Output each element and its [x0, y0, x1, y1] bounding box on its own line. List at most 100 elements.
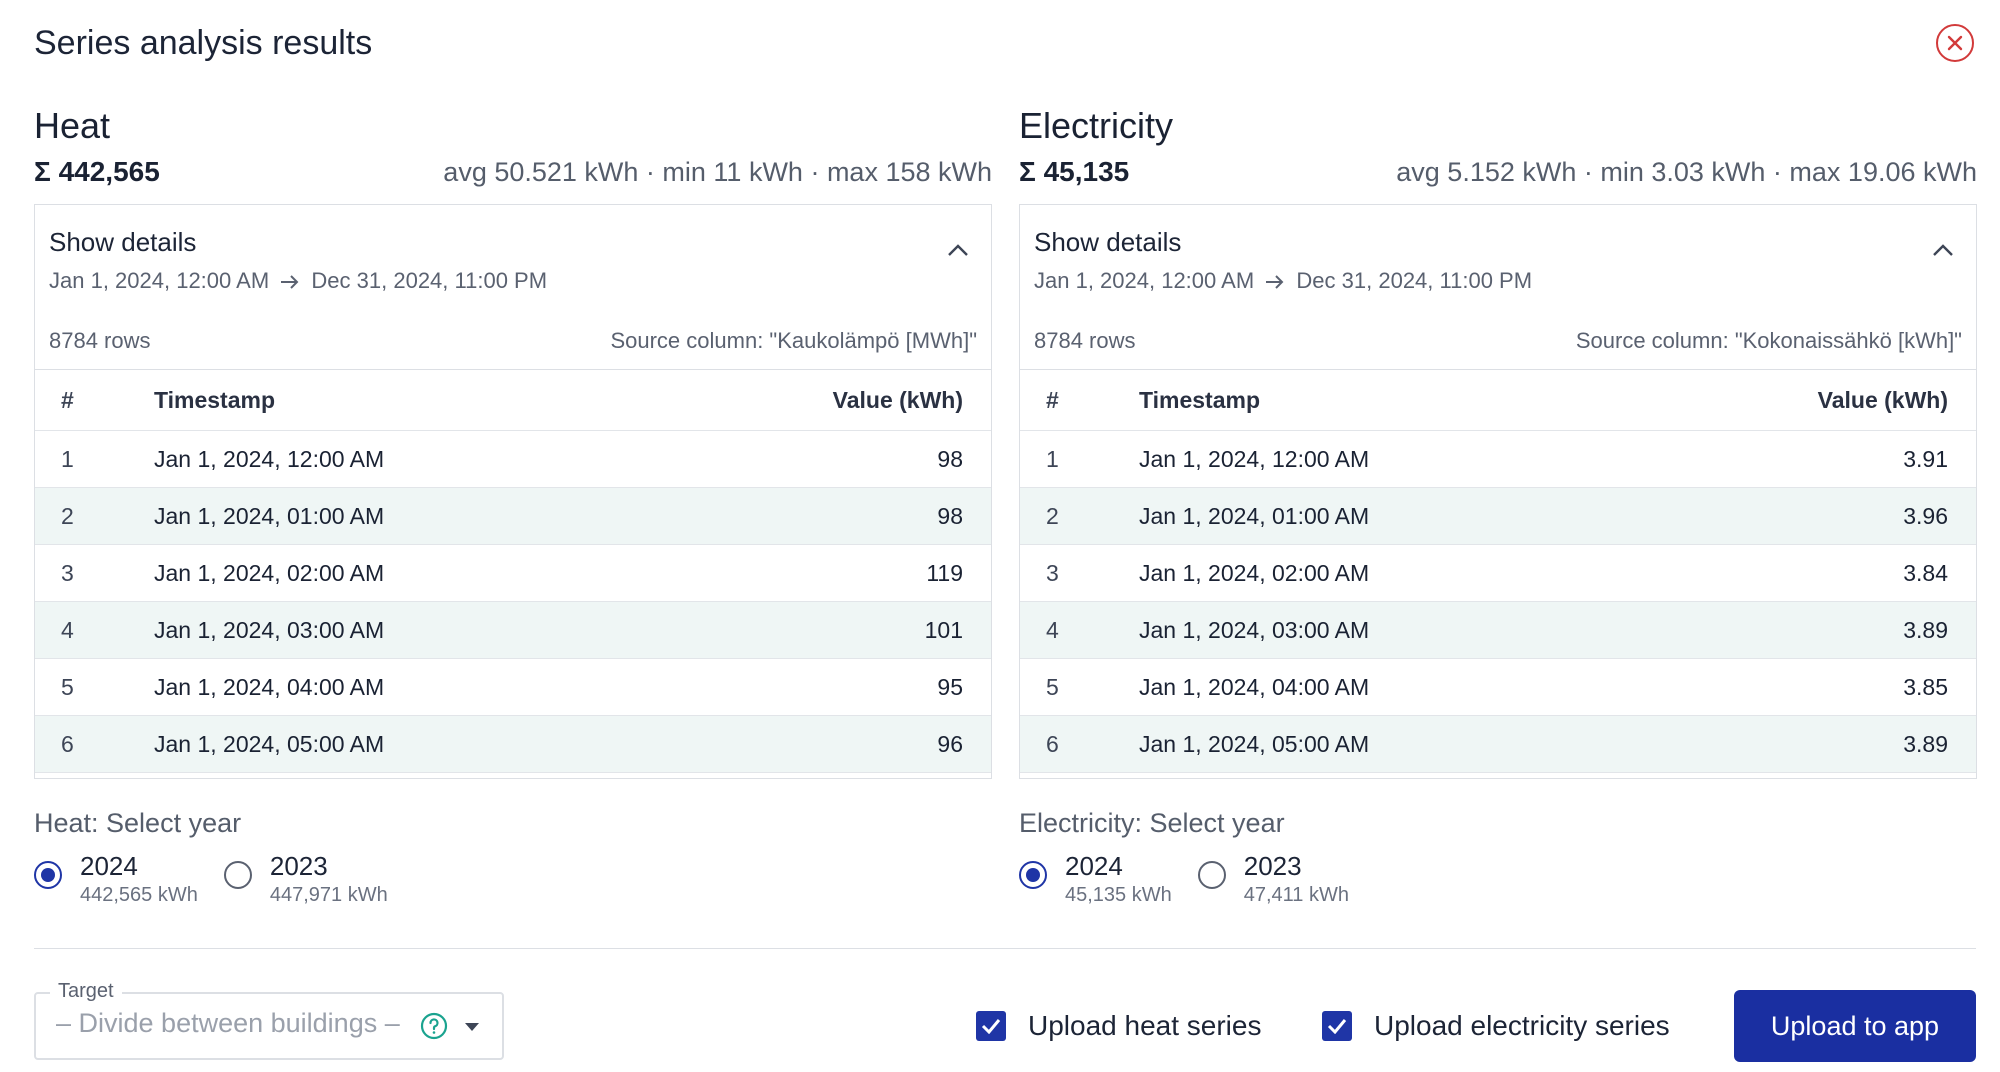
row-timestamp: Jan 1, 2024, 01:00 AM	[1139, 502, 1370, 529]
table-row: 2 Jan 1, 2024, 01:00 AM 3.96	[1020, 488, 1976, 545]
column-header-timestamp: Timestamp	[1139, 386, 1261, 413]
heat-year-radio-group: 2024 442,565 kWh 2023 447,971 kWh	[34, 851, 414, 907]
table-header: # Timestamp Value (kWh)	[35, 370, 991, 431]
row-timestamp: Jan 1, 2024, 05:00 AM	[1139, 730, 1370, 757]
radio-kwh: 442,565 kWh	[80, 884, 198, 906]
arrow-right-icon	[281, 275, 299, 289]
row-value: 3.96	[1903, 502, 1948, 529]
heat-summary: Σ 442,565 avg 50.521 kWh · min 11 kWh · …	[34, 156, 992, 192]
row-value: 98	[937, 445, 963, 472]
electricity-date-range: Jan 1, 2024, 12:00 AM Dec 31, 2024, 11:0…	[1034, 268, 1962, 294]
help-circle-icon[interactable]	[420, 1012, 448, 1040]
row-index: 1	[61, 445, 74, 472]
heat-year-select: Heat: Select year 2024 442,565 kWh 2023 …	[34, 808, 414, 907]
heat-row-count: 8784 rows	[49, 328, 151, 353]
close-icon	[1947, 35, 1963, 51]
electricity-row-count: 8784 rows	[1034, 328, 1136, 353]
radio-checked-icon[interactable]	[34, 861, 62, 889]
close-button[interactable]	[1936, 24, 1974, 62]
radio-unchecked-icon[interactable]	[1197, 861, 1226, 889]
heat-year-option-2024[interactable]: 2024 442,565 kWh	[34, 851, 198, 907]
row-index: 6	[1046, 730, 1059, 757]
heat-year-label: Heat: Select year	[34, 808, 242, 838]
electricity-year-option-2024[interactable]: 2024 45,135 kWh	[1019, 851, 1172, 907]
row-timestamp: Jan 1, 2024, 12:00 AM	[1139, 445, 1370, 472]
heat-date-range: Jan 1, 2024, 12:00 AM Dec 31, 2024, 11:0…	[49, 268, 977, 294]
radio-unchecked-icon[interactable]	[223, 861, 252, 889]
row-value: 3.89	[1903, 730, 1948, 757]
checkmark-icon[interactable]	[1322, 1011, 1352, 1041]
row-index: 5	[1046, 673, 1059, 700]
target-label: Target	[50, 980, 122, 1003]
row-index: 5	[61, 673, 74, 700]
caret-down-icon[interactable]	[464, 1022, 480, 1032]
row-timestamp: Jan 1, 2024, 04:00 AM	[1139, 673, 1370, 700]
electricity-details-toggle[interactable]: Show details Jan 1, 2024, 12:00 AM Dec 3…	[1020, 205, 1976, 303]
heat-year-option-2023[interactable]: 2023 447,971 kWh	[223, 851, 388, 907]
column-header-value: Value (kWh)	[1817, 386, 1948, 413]
row-index: 3	[1046, 559, 1059, 586]
table-row: 3 Jan 1, 2024, 02:00 AM 119	[35, 545, 991, 602]
heat-meta: 8784 rows Source column: "Kaukolämpö [MW…	[35, 313, 991, 370]
table-row: 6 Jan 1, 2024, 05:00 AM 3.89	[1020, 716, 1976, 773]
electricity-year-label: Electricity: Select year	[1019, 808, 1285, 838]
electricity-stats: avg 5.152 kWh · min 3.03 kWh · max 19.06…	[1396, 157, 1977, 187]
row-timestamp: Jan 1, 2024, 04:00 AM	[154, 673, 385, 700]
table-row: 4 Jan 1, 2024, 03:00 AM 3.89	[1020, 602, 1976, 659]
heat-range-start: Jan 1, 2024, 12:00 AM	[49, 268, 270, 293]
table-row: 6 Jan 1, 2024, 05:00 AM 96	[35, 716, 991, 773]
electricity-details-label: Show details	[1034, 227, 1182, 257]
heat-range-end: Dec 31, 2024, 11:00 PM	[311, 268, 548, 293]
arrow-right-icon	[1266, 275, 1284, 289]
row-index: 2	[1046, 502, 1059, 529]
electricity-meta: 8784 rows Source column: "Kokonaissähkö …	[1020, 313, 1976, 370]
radio-checked-icon[interactable]	[1019, 861, 1047, 889]
electricity-year-option-2023[interactable]: 2023 47,411 kWh	[1197, 851, 1349, 907]
heat-details-label: Show details	[49, 227, 197, 257]
upload-to-app-button[interactable]: Upload to app	[1734, 990, 1976, 1062]
electricity-panel: Electricity Σ 45,135 avg 5.152 kWh · min…	[1019, 104, 1977, 779]
electricity-range-end: Dec 31, 2024, 11:00 PM	[1296, 268, 1533, 293]
dialog-title: Series analysis results	[34, 24, 373, 62]
row-index: 2	[61, 502, 74, 529]
upload-heat-checkbox[interactable]: Upload heat series	[976, 1010, 1261, 1042]
checkmark-icon[interactable]	[976, 1011, 1006, 1041]
electricity-title: Electricity	[1019, 105, 1174, 146]
table-row: 3 Jan 1, 2024, 02:00 AM 3.84	[1020, 545, 1976, 602]
row-timestamp: Jan 1, 2024, 03:00 AM	[1139, 616, 1370, 643]
heat-details-card: Show details Jan 1, 2024, 12:00 AM Dec 3…	[34, 204, 992, 779]
column-header-index: #	[61, 386, 74, 413]
radio-kwh: 447,971 kWh	[269, 884, 388, 906]
row-timestamp: Jan 1, 2024, 05:00 AM	[154, 730, 385, 757]
radio-year: 2024	[80, 851, 138, 881]
heat-title: Heat	[34, 105, 111, 146]
electricity-year-select: Electricity: Select year 2024 45,135 kWh…	[1019, 808, 1375, 907]
row-timestamp: Jan 1, 2024, 02:00 AM	[154, 559, 385, 586]
column-header-index: #	[1046, 386, 1059, 413]
heat-panel: Heat Σ 442,565 avg 50.521 kWh · min 11 k…	[34, 104, 992, 779]
radio-kwh: 45,135 kWh	[1065, 884, 1172, 906]
table-row: 1 Jan 1, 2024, 12:00 AM 3.91	[1020, 431, 1976, 488]
chevron-up-icon	[948, 244, 968, 256]
row-timestamp: Jan 1, 2024, 02:00 AM	[1139, 559, 1370, 586]
upload-electricity-checkbox[interactable]: Upload electricity series	[1322, 1010, 1670, 1042]
row-value: 98	[937, 502, 963, 529]
heat-details-toggle[interactable]: Show details Jan 1, 2024, 12:00 AM Dec 3…	[35, 205, 991, 303]
heat-stats: avg 50.521 kWh · min 11 kWh · max 158 kW…	[443, 157, 992, 187]
target-value: – Divide between buildings –	[56, 1008, 400, 1038]
table-row: 5 Jan 1, 2024, 04:00 AM 95	[35, 659, 991, 716]
footer-divider	[34, 948, 1976, 949]
electricity-year-radio-group: 2024 45,135 kWh 2023 47,411 kWh	[1019, 851, 1375, 907]
row-value: 3.85	[1903, 673, 1948, 700]
row-value: 3.89	[1903, 616, 1948, 643]
row-value: 101	[924, 616, 963, 643]
target-select[interactable]: Target – Divide between buildings –	[34, 980, 504, 1060]
heat-source-column: Source column: "Kaukolämpö [MWh]"	[610, 328, 977, 353]
chevron-up-icon	[1933, 244, 1953, 256]
upload-heat-label: Upload heat series	[1028, 1010, 1262, 1041]
row-value: 119	[926, 559, 963, 586]
row-index: 4	[61, 616, 74, 643]
table-row: 5 Jan 1, 2024, 04:00 AM 3.85	[1020, 659, 1976, 716]
row-value: 95	[937, 673, 963, 700]
column-header-value: Value (kWh)	[832, 386, 963, 413]
